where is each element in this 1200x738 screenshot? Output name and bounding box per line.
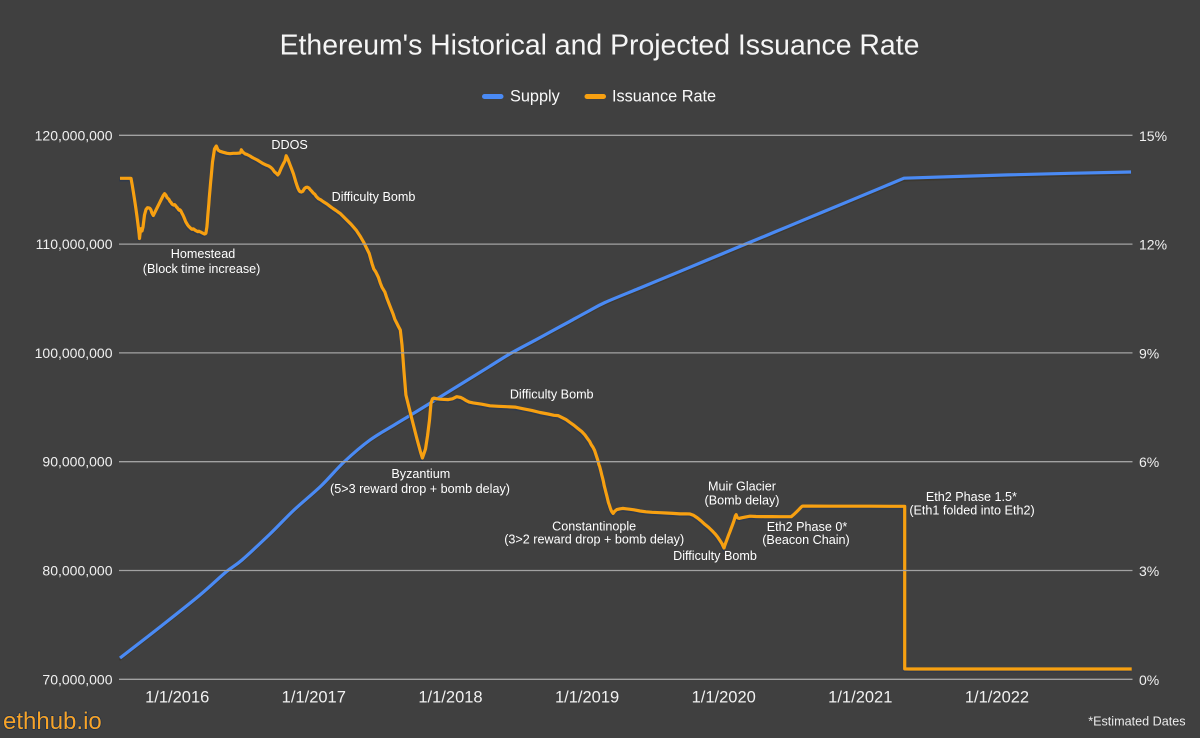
svg-text:Muir Glacier: Muir Glacier [708,480,776,494]
svg-text:(5>3 reward drop + bomb delay): (5>3 reward drop + bomb delay) [330,482,510,496]
svg-text:Constantinople: Constantinople [552,519,636,533]
svg-text:(3>2 reward drop + bomb delay): (3>2 reward drop + bomb delay) [504,533,684,547]
svg-text:Supply: Supply [510,88,561,106]
svg-text:90,000,000: 90,000,000 [42,454,112,470]
svg-text:120,000,000: 120,000,000 [35,127,113,143]
svg-text:(Block time increase): (Block time increase) [143,262,261,276]
svg-text:Ethereum's Historical and Proj: Ethereum's Historical and Projected Issu… [280,30,920,62]
svg-text:12%: 12% [1139,237,1167,253]
svg-text:Difficulty Bomb: Difficulty Bomb [510,388,594,402]
svg-text:Difficulty Bomb: Difficulty Bomb [673,549,757,563]
svg-text:70,000,000: 70,000,000 [42,671,112,687]
svg-text:0%: 0% [1139,672,1159,688]
svg-text:9%: 9% [1139,345,1159,361]
svg-text:1/1/2020: 1/1/2020 [692,689,756,707]
svg-text:1/1/2016: 1/1/2016 [145,689,209,707]
svg-text:80,000,000: 80,000,000 [42,563,112,579]
svg-text:Eth2 Phase 0*: Eth2 Phase 0* [767,520,848,534]
svg-text:1/1/2018: 1/1/2018 [418,689,482,707]
svg-text:Byzantium: Byzantium [391,467,450,481]
svg-text:6%: 6% [1139,454,1159,470]
svg-text:1/1/2017: 1/1/2017 [282,689,346,707]
svg-text:1/1/2019: 1/1/2019 [555,689,619,707]
svg-text:1/1/2022: 1/1/2022 [965,689,1029,707]
svg-text:110,000,000: 110,000,000 [36,236,113,252]
svg-text:15%: 15% [1139,128,1167,144]
svg-text:Eth2 Phase 1.5*: Eth2 Phase 1.5* [926,490,1017,504]
svg-text:*Estimated Dates: *Estimated Dates [1088,715,1185,729]
svg-text:3%: 3% [1139,563,1159,579]
svg-text:1/1/2021: 1/1/2021 [828,689,892,707]
svg-text:Homestead: Homestead [171,247,235,261]
svg-text:(Bomb delay): (Bomb delay) [705,494,780,508]
svg-text:Issuance Rate: Issuance Rate [612,88,716,106]
svg-text:100,000,000: 100,000,000 [35,345,113,361]
svg-text:(Beacon Chain): (Beacon Chain) [762,533,850,547]
svg-text:DDOS: DDOS [271,138,307,152]
svg-text:(Eth1 folded into Eth2): (Eth1 folded into Eth2) [909,504,1034,518]
svg-text:ethhub.io: ethhub.io [3,708,102,735]
svg-text:Difficulty Bomb: Difficulty Bomb [332,190,416,204]
